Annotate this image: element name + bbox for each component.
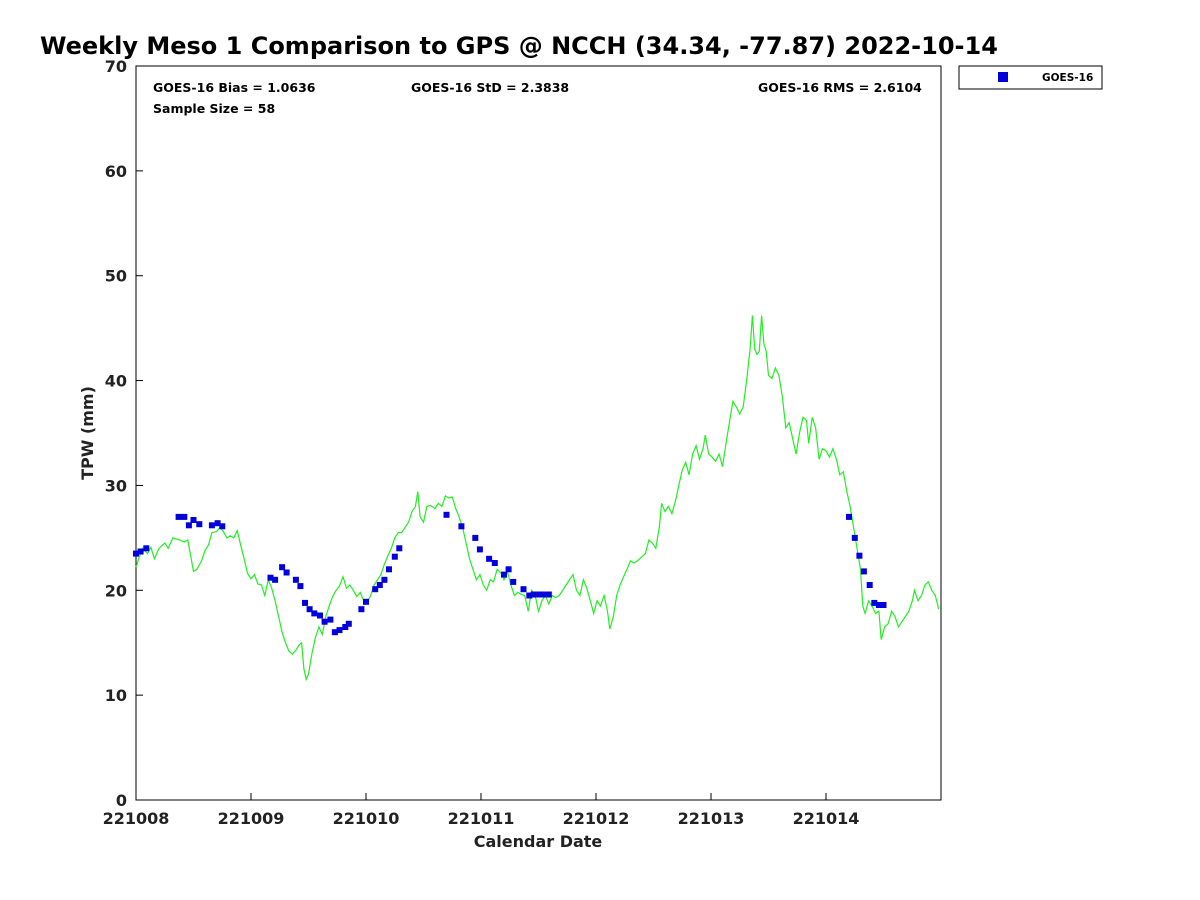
y-tick-label-7: 70 [105, 57, 127, 76]
goes16-point-2 [143, 545, 150, 552]
x-tick-label-1: 221009 [218, 809, 285, 828]
goes16-point-50 [846, 513, 852, 520]
goes16-point-30 [376, 582, 383, 588]
goes16-point-38 [476, 546, 483, 553]
y-axis-ticks: 0 10 20 30 40 50 60 70 [105, 57, 143, 810]
goes16-point-7 [196, 521, 203, 528]
rms-stat: GOES-16 RMS = 2.6104 [758, 80, 922, 95]
plot-area [135, 65, 942, 801]
goes16-point-17 [302, 599, 308, 606]
goes16-point-13 [279, 564, 286, 571]
x-tick-label-2: 221010 [333, 809, 400, 828]
goes16-point-14 [283, 569, 290, 576]
goes16-point-29 [372, 586, 379, 593]
y-axis-label: TPW (mm) [78, 386, 97, 480]
goes16-point-11 [267, 574, 274, 581]
y-tick-label-6: 60 [105, 162, 127, 181]
goes16-point-9 [214, 520, 221, 527]
goes16-point-39 [486, 555, 493, 562]
goes16-point-0 [133, 550, 139, 557]
goes16-point-51 [851, 534, 858, 541]
goes16-point-41 [501, 571, 507, 578]
y-tick-label-4: 40 [105, 372, 127, 391]
goes16-point-40 [491, 560, 498, 566]
goes16-point-20 [317, 612, 323, 619]
y-tick-label-0: 0 [116, 791, 127, 810]
goes16-points-layer [133, 511, 887, 636]
goes16-point-18 [306, 606, 313, 613]
gps-series-line-layer [135, 315, 940, 682]
goes16-point-46 [530, 591, 537, 598]
x-tick-label-6: 221014 [793, 809, 860, 828]
legend-box [958, 65, 1103, 90]
goes16-point-43 [510, 578, 517, 585]
chart-title: Weekly Meso 1 Comparison to GPS @ NCCH (… [40, 32, 998, 60]
sample-size-stat: Sample Size = 58 [153, 101, 275, 116]
goes16-point-37 [472, 534, 479, 541]
goes16-point-3 [175, 513, 182, 520]
goes16-point-24 [336, 627, 343, 634]
goes16-point-26 [345, 620, 352, 627]
y-tick-label-2: 20 [105, 581, 127, 600]
goes16-point-12 [272, 576, 279, 583]
y-tick-label-1: 10 [105, 686, 127, 705]
x-tick-label-5: 221013 [678, 809, 745, 828]
goes16-point-54 [866, 582, 873, 588]
goes16-point-33 [391, 553, 398, 560]
goes16-point-45 [526, 592, 533, 599]
goes16-point-8 [208, 522, 215, 529]
goes16-point-47 [536, 591, 543, 598]
goes16-point-23 [331, 629, 338, 636]
x-tick-label-3: 221011 [448, 809, 515, 828]
goes16-point-32 [386, 566, 392, 573]
goes16-point-35 [443, 511, 450, 518]
goes16-point-10 [219, 523, 226, 530]
std-stat: GOES-16 StD = 2.3838 [411, 80, 569, 95]
goes16-point-4 [181, 513, 188, 520]
goes16-point-52 [856, 552, 863, 559]
goes16-point-57 [880, 602, 887, 608]
goes16-point-15 [292, 576, 299, 583]
goes16-point-27 [358, 606, 365, 613]
goes16-point-6 [190, 517, 197, 523]
legend: GOES-16 [958, 65, 1103, 90]
goes16-point-44 [520, 586, 527, 593]
goes16-point-42 [505, 566, 512, 573]
legend-marker-goes16 [998, 72, 1008, 82]
goes16-point-21 [321, 618, 328, 625]
goes16-point-5 [185, 522, 192, 529]
y-tick-label-5: 50 [105, 267, 127, 286]
goes16-point-53 [860, 568, 867, 575]
bias-stat: GOES-16 Bias = 1.0636 [153, 80, 316, 95]
goes16-point-56 [875, 602, 882, 608]
goes16-point-49 [545, 591, 552, 598]
x-axis-label: Calendar Date [474, 832, 603, 851]
goes16-point-55 [871, 599, 878, 606]
goes16-point-48 [541, 591, 548, 598]
y-tick-label-3: 30 [105, 476, 127, 495]
x-axis-ticks: 221008 221009 221010 221011 221012 221013 2210… [103, 793, 860, 828]
x-tick-label-4: 221012 [563, 809, 630, 828]
goes16-point-31 [381, 576, 388, 583]
legend-label-goes16: GOES-16 [1042, 72, 1093, 84]
x-tick-label-0: 221008 [103, 809, 170, 828]
goes16-point-19 [311, 610, 318, 617]
goes16-point-25 [342, 624, 349, 630]
goes16-point-22 [327, 616, 334, 623]
gps-series-line [135, 315, 940, 682]
goes16-point-16 [297, 583, 304, 590]
goes16-point-36 [458, 523, 465, 530]
goes16-point-34 [396, 545, 403, 552]
goes16-point-28 [363, 598, 369, 605]
goes16-point-1 [137, 548, 144, 555]
